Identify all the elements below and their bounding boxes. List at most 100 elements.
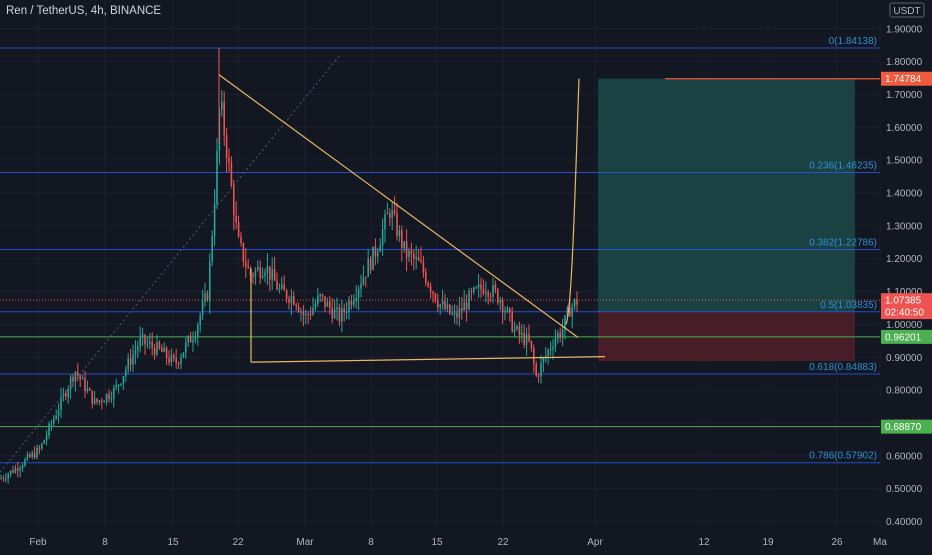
candle-body [463, 302, 465, 311]
candle-body [122, 376, 125, 384]
price-tick: 1.30000 [886, 221, 923, 232]
candle-body [319, 294, 321, 297]
candle-body [223, 101, 225, 136]
candle-body [571, 306, 573, 317]
price-tick: 0.50000 [886, 484, 923, 495]
time-tick: Mar [296, 537, 314, 548]
candle-body [110, 398, 113, 400]
last-price-tag-text: 1.07385 [885, 296, 922, 307]
candle-body [540, 363, 542, 377]
candle-body [252, 275, 254, 277]
time-tick: 26 [831, 537, 843, 548]
candle-body [127, 358, 129, 370]
candle-body [506, 308, 509, 312]
horizontal-lines[interactable] [0, 78, 880, 428]
candle-body [12, 470, 14, 473]
candle-body [101, 400, 103, 403]
candle-body [221, 101, 223, 111]
candle-body [477, 284, 480, 288]
candle-body [98, 400, 101, 402]
candle-body [482, 288, 485, 294]
candle-body [242, 242, 245, 262]
candle-body [165, 347, 168, 359]
candle-body [429, 286, 432, 293]
candle-body [149, 341, 151, 344]
trend-drawings[interactable] [0, 54, 606, 473]
candle-body [475, 287, 477, 289]
support-upper-tag [881, 329, 932, 344]
price-tick: 0.90000 [886, 353, 923, 364]
candle-body [557, 333, 559, 339]
candle-body [144, 334, 146, 345]
candle-body [355, 297, 357, 301]
candle-body [125, 369, 127, 377]
candle-body [456, 312, 458, 318]
candle-body [182, 352, 185, 358]
candle-body [561, 329, 564, 338]
candle-body [7, 474, 9, 479]
candle-body [314, 304, 317, 308]
candle-body [369, 258, 372, 270]
candle-body [235, 215, 237, 223]
candle-body [434, 293, 437, 302]
fibonacci-retracement[interactable]: 0(1.84138) 0.236(1.46235) 0.382(1.22786) 0.… [0, 36, 880, 464]
candle-body [103, 401, 105, 403]
candle-body [573, 299, 576, 307]
candle-body [264, 272, 266, 277]
time-tick: Feb [29, 537, 47, 548]
candle-body [120, 383, 122, 385]
candle-body [79, 375, 81, 380]
candle-body [432, 292, 434, 294]
candle-body [379, 245, 381, 252]
candle-body [408, 250, 410, 258]
candle-body [317, 296, 319, 305]
candle-body [549, 349, 552, 351]
candle-body [115, 384, 117, 388]
candle-body [53, 418, 55, 424]
candle-body [206, 293, 209, 301]
candle-body [396, 212, 398, 236]
candle-body [55, 415, 57, 419]
candle-body [521, 332, 523, 335]
price-tick: 1.50000 [886, 156, 923, 167]
candle-body [228, 157, 230, 163]
candle-body [129, 358, 132, 365]
candle-body [285, 290, 288, 299]
candle-body [360, 284, 362, 289]
candle-body [24, 459, 26, 466]
candle-body [413, 253, 415, 259]
candle-body [257, 267, 259, 271]
candle-body [439, 304, 441, 308]
candle-body [343, 308, 345, 312]
candle-body [331, 307, 333, 319]
candle-body [14, 468, 17, 473]
time-tick: 19 [762, 537, 774, 548]
support-lower-tag [881, 419, 932, 434]
candle-body [405, 241, 408, 258]
candle-body [134, 350, 137, 355]
time-tick: 22 [232, 537, 244, 548]
candle-body [177, 363, 180, 365]
candle-body [362, 276, 365, 285]
candle-body [333, 309, 336, 319]
candle-body [290, 295, 293, 304]
currency-label: USDT [893, 6, 920, 17]
target-price-tag-text: 1.74784 [885, 74, 922, 85]
candle-body [511, 312, 513, 332]
candle-body [410, 250, 413, 254]
price-axis-bg [881, 0, 932, 550]
candle-body [240, 236, 242, 243]
candle-body [187, 336, 189, 343]
candle-body [518, 326, 521, 335]
candle-body [146, 343, 149, 345]
time-tick: 8 [368, 537, 374, 548]
last-price-tag-countdown: 02:40:50 [885, 308, 924, 319]
candle-body [336, 307, 338, 310]
candle-body [266, 266, 269, 273]
candle-body [417, 257, 420, 261]
candle-body [2, 478, 5, 480]
candle-body [86, 388, 89, 392]
